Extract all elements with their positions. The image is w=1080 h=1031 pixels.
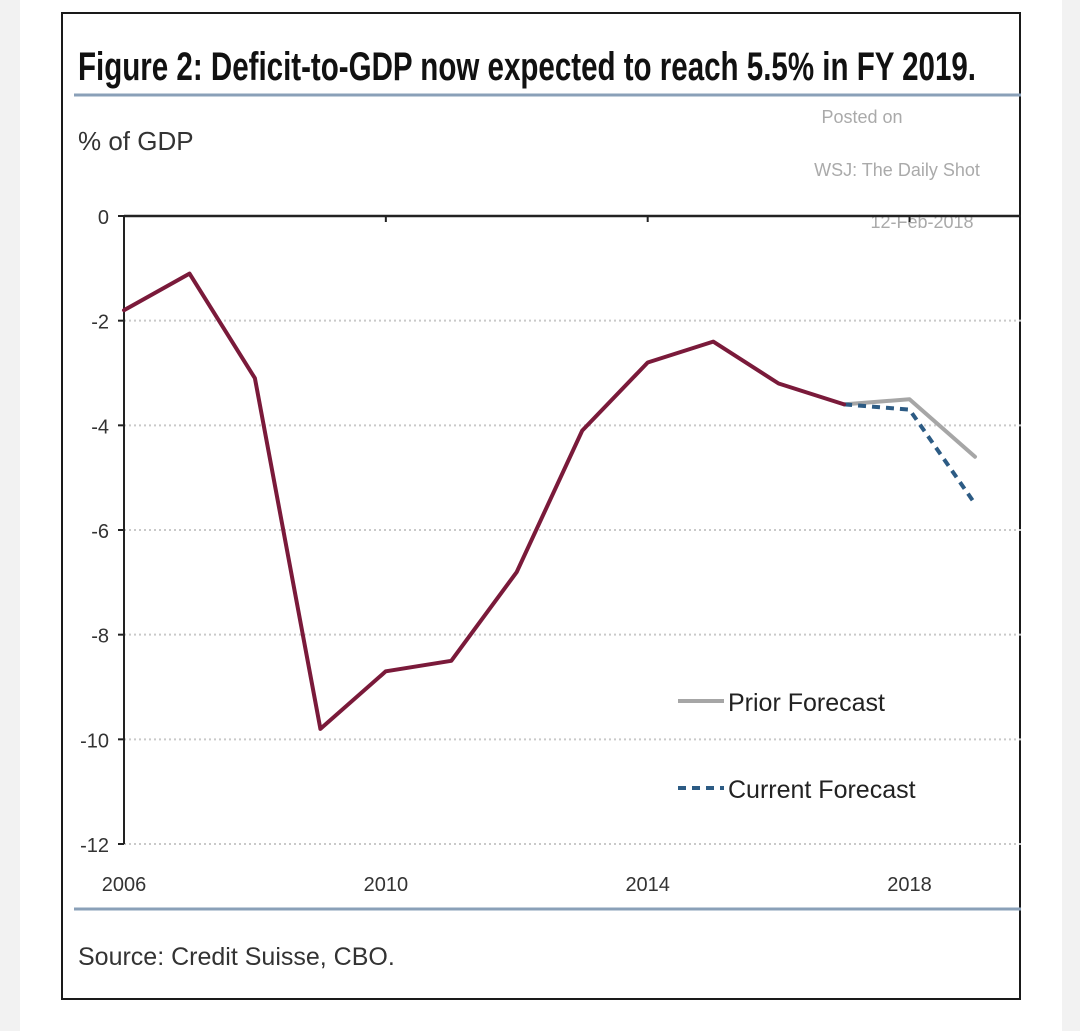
x-tick-labels: 2006 2010 2014 2018 <box>102 874 932 896</box>
legend-label-prior: Prior Forecast <box>728 689 885 717</box>
y-tick-label: -2 <box>91 312 109 334</box>
x-tick-label: 2018 <box>887 874 932 896</box>
watermark-line-2: WSJ: The Daily Shot <box>814 160 980 180</box>
y-tick-label: -4 <box>91 416 109 438</box>
series-line-actual <box>122 271 847 731</box>
watermark-line-1: Posted on <box>821 107 902 127</box>
y-tick-labels: 0 -2 -4 -6 -8 -10 -12 <box>80 207 109 857</box>
y-tick-label: -12 <box>80 835 109 857</box>
x-tick-label: 2014 <box>625 874 670 896</box>
series-lines <box>122 271 977 731</box>
series-line-prior-forecast <box>842 397 977 459</box>
chart-title: Figure 2: Deficit-to-GDP now expected to… <box>78 45 976 89</box>
legend: Prior Forecast Current Forecast <box>678 689 916 804</box>
y-tick-label: 0 <box>98 207 109 229</box>
y-tick-label: -6 <box>91 521 109 543</box>
axes <box>118 214 1021 845</box>
legend-label-current: Current Forecast <box>728 776 916 804</box>
x-tick-label: 2006 <box>102 874 147 896</box>
y-axis-label: % of GDP <box>78 126 194 156</box>
x-tick-label: 2010 <box>364 874 409 896</box>
chart-frame <box>61 12 1021 1000</box>
y-tick-label: -10 <box>80 730 109 752</box>
source-note: Source: Credit Suisse, CBO. <box>78 943 395 971</box>
y-tick-label: -8 <box>91 626 109 648</box>
series-line-current-forecast <box>843 402 977 505</box>
